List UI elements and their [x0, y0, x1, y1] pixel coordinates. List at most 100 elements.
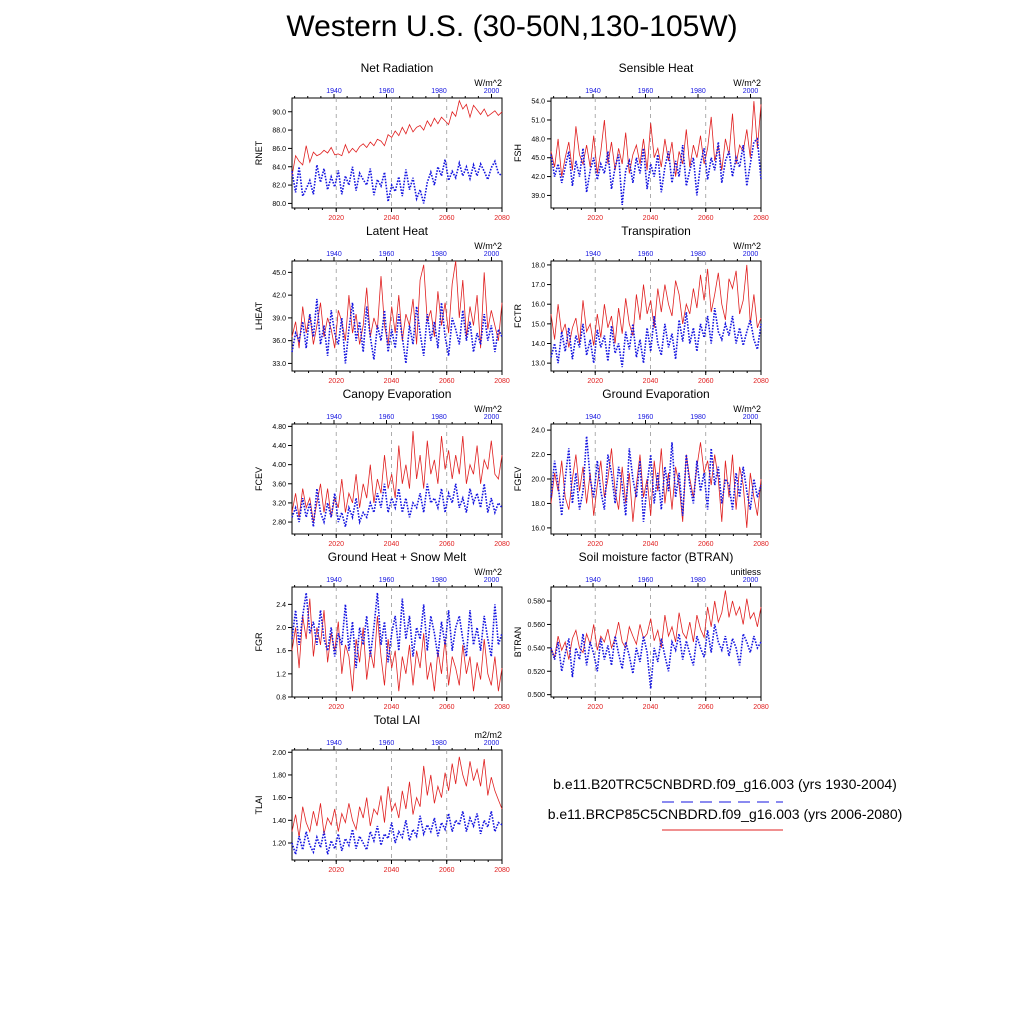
y-tick-label: 51.0 [531, 118, 545, 125]
legend-future-swatch [662, 829, 783, 831]
y-tick-label: 4.40 [272, 443, 286, 450]
top-tick-label: 1940 [585, 414, 601, 421]
historical-series-line [291, 592, 503, 669]
panel-units: W/m^2 [474, 78, 502, 88]
top-tick-label: 1980 [690, 88, 706, 95]
y-axis-label: BTRAN [513, 627, 523, 658]
y-axis-label: FCEV [254, 467, 264, 491]
bottom-tick-label: 2040 [643, 378, 659, 385]
panel-title: Canopy Evaporation [343, 387, 452, 401]
chart-panel: Soil moisture factor (BTRAN) unitless BTRA… [513, 550, 769, 711]
top-tick-label: 1940 [326, 251, 342, 258]
plot-frame [550, 260, 762, 372]
historical-series-line [291, 811, 503, 855]
top-tick-label: 1940 [585, 88, 601, 95]
y-tick-label: 42.0 [272, 293, 286, 300]
top-tick-label: 2000 [484, 414, 500, 421]
bottom-tick-label: 2020 [587, 378, 603, 385]
y-axis-label: FGEV [513, 467, 523, 492]
y-tick-label: 1.40 [272, 818, 286, 825]
y-tick-label: 1.2 [276, 671, 286, 678]
bottom-tick-label: 2020 [328, 215, 344, 222]
y-axis-label: FSH [513, 144, 523, 162]
bottom-tick-label: 2060 [439, 867, 455, 874]
y-tick-label: 22.0 [531, 452, 545, 459]
historical-series-line [550, 436, 762, 522]
bottom-tick-label: 2060 [439, 541, 455, 548]
y-axis-label: FGR [254, 632, 264, 651]
future-series-line [550, 442, 762, 528]
y-tick-label: 0.580 [527, 599, 545, 606]
top-tick-label: 1980 [431, 740, 447, 747]
historical-series-line [550, 307, 762, 368]
top-tick-label: 1960 [638, 251, 654, 258]
chart-panel: Transpiration W/m^2 FCTR 1940 1960 1980 2000 20… [513, 224, 769, 385]
panel-units: W/m^2 [474, 567, 502, 577]
bottom-tick-label: 2040 [384, 867, 400, 874]
future-series-line [291, 756, 503, 838]
legend-historical-label: b.e11.B20TRC5CNBDRD.f09_g16.003 (yrs 193… [553, 776, 897, 792]
bottom-tick-label: 2020 [328, 541, 344, 548]
plot-frame [291, 423, 503, 535]
bottom-tick-label: 2060 [698, 378, 714, 385]
panel-units: unitless [730, 567, 761, 577]
y-axis-label: LHEAT [254, 301, 264, 330]
top-tick-label: 1940 [585, 577, 601, 584]
future-series-line [550, 264, 762, 348]
y-tick-label: 90.0 [272, 109, 286, 116]
bottom-tick-label: 2080 [494, 704, 510, 711]
bottom-tick-label: 2060 [698, 541, 714, 548]
historical-series-line [291, 298, 503, 364]
bottom-tick-label: 2040 [384, 378, 400, 385]
y-tick-label: 86.0 [272, 146, 286, 153]
bottom-tick-label: 2020 [328, 378, 344, 385]
historical-series-line [291, 483, 503, 527]
top-tick-label: 1980 [690, 577, 706, 584]
y-tick-label: 33.0 [272, 361, 286, 368]
panel-units: W/m^2 [474, 241, 502, 251]
bottom-tick-label: 2020 [587, 704, 603, 711]
bottom-tick-label: 2040 [643, 541, 659, 548]
chart-panel: Canopy Evaporation W/m^2 FCEV 1940 1960 1980 2… [254, 387, 510, 548]
top-tick-label: 1940 [326, 88, 342, 95]
top-tick-label: 1960 [379, 251, 395, 258]
bottom-tick-label: 2060 [439, 215, 455, 222]
panel-units: W/m^2 [733, 404, 761, 414]
panel-title: Transpiration [621, 224, 691, 238]
legend-future-label: b.e11.BRCP85C5CNBDRD.f09_g16.003 (yrs 20… [547, 806, 903, 822]
historical-series-line [550, 137, 762, 205]
y-tick-label: 18.0 [531, 501, 545, 508]
top-tick-label: 1960 [379, 88, 395, 95]
y-tick-label: 3.60 [272, 481, 286, 488]
y-tick-label: 14.0 [531, 341, 545, 348]
chart-panel: Latent Heat W/m^2 LHEAT 1940 1960 1980 2000 202… [254, 224, 510, 385]
future-series-line [291, 431, 503, 523]
panel-title: Net Radiation [361, 61, 434, 75]
bottom-tick-label: 2080 [753, 541, 769, 548]
top-tick-label: 2000 [484, 577, 500, 584]
y-tick-label: 54.0 [531, 99, 545, 106]
top-tick-label: 2000 [743, 251, 759, 258]
bottom-tick-label: 2080 [494, 215, 510, 222]
top-tick-label: 1940 [326, 577, 342, 584]
top-tick-label: 1980 [431, 577, 447, 584]
panel-units: W/m^2 [474, 404, 502, 414]
top-tick-label: 1980 [431, 251, 447, 258]
y-tick-label: 88.0 [272, 128, 286, 135]
bottom-tick-label: 2040 [643, 215, 659, 222]
bottom-tick-label: 2080 [753, 704, 769, 711]
y-tick-label: 18.0 [531, 262, 545, 269]
y-tick-label: 15.0 [531, 321, 545, 328]
y-tick-label: 1.60 [272, 795, 286, 802]
y-tick-label: 45.0 [272, 270, 286, 277]
plot-frame [550, 586, 762, 698]
page-title: Western U.S. (30-50N,130-105W) [286, 10, 738, 43]
plot-frame [291, 749, 503, 861]
y-axis-label: TLAI [254, 795, 264, 814]
bottom-tick-label: 2020 [328, 704, 344, 711]
bottom-tick-label: 2040 [643, 704, 659, 711]
bottom-tick-label: 2080 [753, 215, 769, 222]
y-tick-label: 20.0 [531, 477, 545, 484]
bottom-tick-label: 2080 [494, 378, 510, 385]
bottom-tick-label: 2040 [384, 704, 400, 711]
